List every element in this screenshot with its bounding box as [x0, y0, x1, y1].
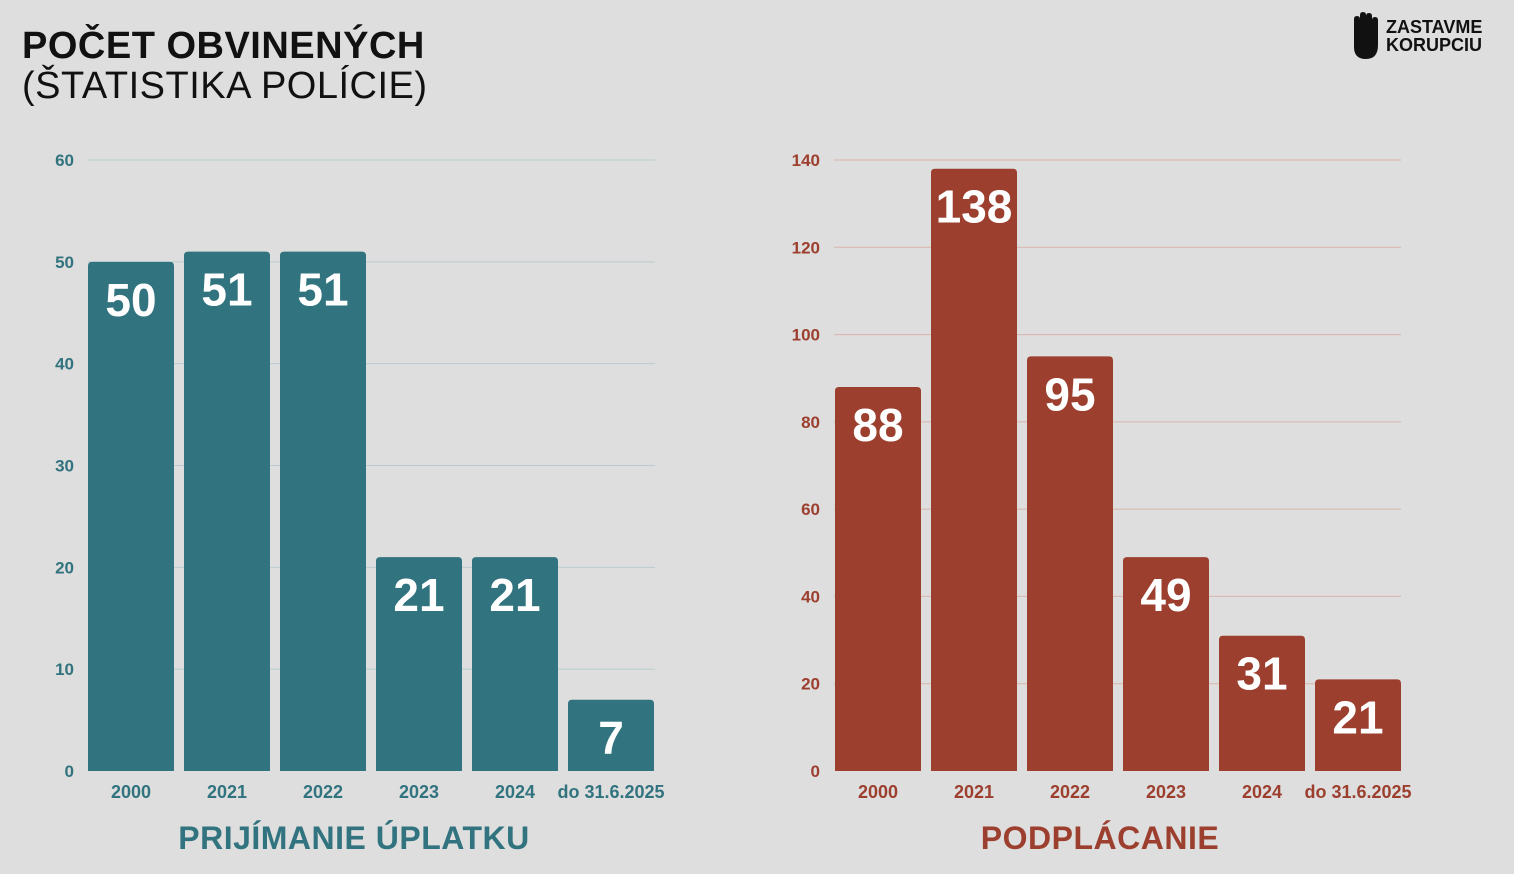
y-tick-label: 0 [811, 762, 820, 781]
bar-value-label: 49 [1140, 569, 1191, 621]
x-tick-label: 2021 [207, 782, 247, 802]
x-tick-label: 2024 [1242, 782, 1282, 802]
y-tick-label: 0 [65, 762, 74, 781]
logo-text: ZASTAVME KORUPCIU [1386, 18, 1482, 54]
y-tick-label: 100 [792, 326, 820, 345]
bar-value-label: 88 [852, 399, 903, 451]
logo-line-1: ZASTAVME [1386, 17, 1483, 37]
x-tick-label: 2000 [111, 782, 151, 802]
bar-value-label: 51 [201, 264, 252, 316]
x-tick-label: 2021 [954, 782, 994, 802]
y-tick-label: 50 [55, 253, 74, 272]
y-tick-label: 20 [801, 675, 820, 694]
y-tick-label: 60 [55, 151, 74, 170]
chart-title-right: PODPLÁCANIE [980, 820, 1220, 856]
x-tick-label: 2000 [858, 782, 898, 802]
x-tick-label: do 31.6.2025 [1304, 782, 1411, 802]
logo: ZASTAVME KORUPCIU [1350, 10, 1510, 62]
y-tick-label: 80 [801, 413, 820, 432]
raised-hand-icon [1354, 12, 1378, 59]
bar [472, 557, 558, 771]
bar-value-label: 51 [297, 264, 348, 316]
bar [1219, 635, 1305, 771]
y-tick-label: 40 [55, 355, 74, 374]
y-tick-label: 40 [801, 587, 820, 606]
bar-value-label: 31 [1236, 648, 1287, 700]
bar [280, 251, 366, 771]
y-tick-label: 30 [55, 457, 74, 476]
bar [376, 557, 462, 771]
chart-title-left: PRIJÍMANIE ÚPLATKU [178, 820, 530, 856]
y-tick-label: 120 [792, 238, 820, 257]
bar [1123, 557, 1209, 771]
x-tick-label: 2022 [1050, 782, 1090, 802]
x-tick-label: 2023 [1146, 782, 1186, 802]
bar [835, 386, 921, 771]
title-line-1: POČET OBVINENÝCH [22, 25, 425, 67]
bar [1027, 356, 1113, 771]
bar-value-label: 21 [393, 569, 444, 621]
bar-value-label: 21 [489, 569, 540, 621]
y-tick-label: 20 [55, 558, 74, 577]
x-tick-label: 2024 [495, 782, 535, 802]
bar-value-label: 7 [598, 712, 624, 764]
y-tick-label: 140 [792, 151, 820, 170]
x-tick-label: 2023 [399, 782, 439, 802]
bar-value-label: 50 [105, 274, 156, 326]
logo-line-2: KORUPCIU [1386, 35, 1483, 55]
bar [88, 261, 174, 771]
x-tick-label: do 31.6.2025 [557, 782, 664, 802]
bar [1315, 679, 1401, 771]
page-title: POČET OBVINENÝCH (ŠTATISTIKA POLÍCIE) [22, 26, 428, 106]
x-tick-label: 2022 [303, 782, 343, 802]
bar [931, 168, 1017, 771]
y-tick-label: 10 [55, 660, 74, 679]
bar-value-label: 21 [1332, 691, 1383, 743]
bar-value-label: 95 [1044, 368, 1095, 420]
bar-value-label: 138 [936, 181, 1013, 233]
bar [184, 251, 270, 771]
y-tick-label: 60 [801, 500, 820, 519]
title-line-2: (ŠTATISTIKA POLÍCIE) [22, 65, 428, 107]
bar [568, 699, 654, 771]
